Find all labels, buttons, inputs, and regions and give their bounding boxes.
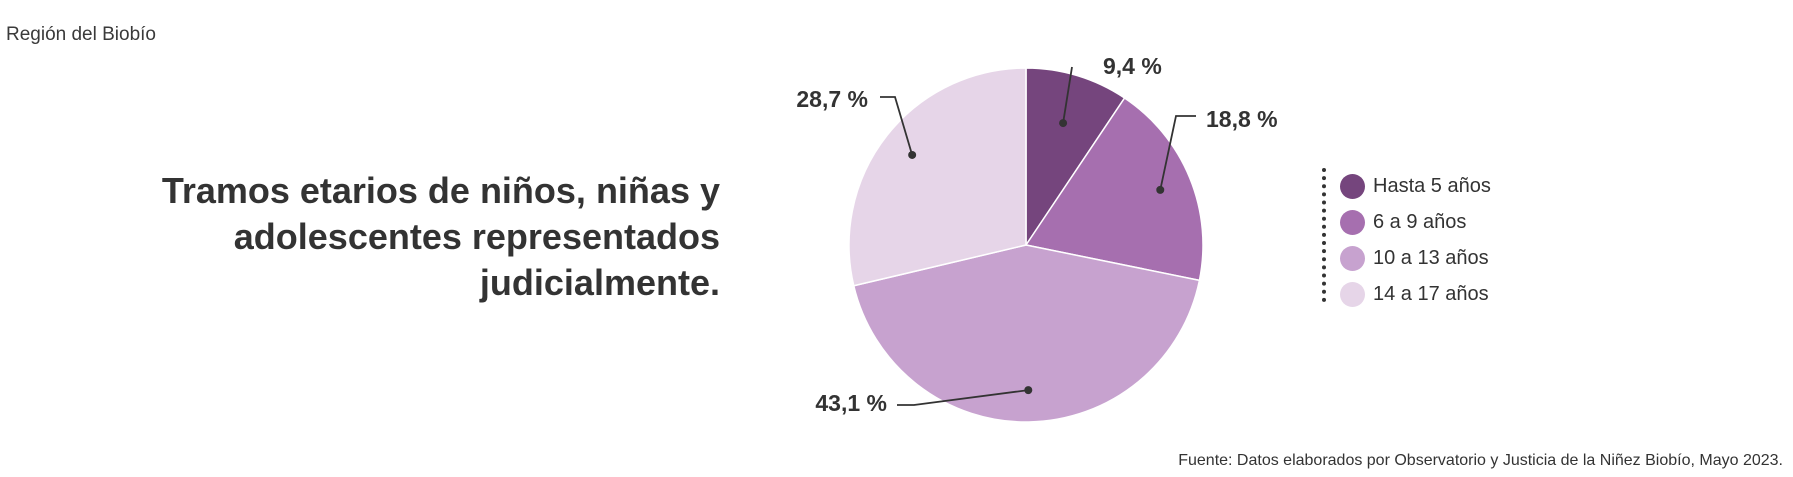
- chart-title: Tramos etarios de niños, niñas y adolesc…: [100, 168, 720, 306]
- data-label-3: 43,1 %: [815, 390, 887, 416]
- legend-swatch-icon: [1340, 209, 1365, 235]
- legend-item-2: 6 a 9 años: [1340, 204, 1491, 240]
- legend-label: 10 a 13 años: [1373, 246, 1489, 269]
- data-label-2: 18,8 %: [1206, 106, 1278, 132]
- chart-title-line-3: judicialmente.: [479, 262, 720, 303]
- legend-items: Hasta 5 años 6 a 9 años 10 a 13 años 14 a 1…: [1340, 168, 1491, 312]
- leader-line-1: [1062, 66, 1073, 124]
- data-label-4: 28,7 %: [796, 86, 868, 112]
- legend-item-1: Hasta 5 años: [1340, 168, 1491, 204]
- leader-dot-1: [1059, 119, 1068, 128]
- legend-divider: [1322, 168, 1326, 302]
- leader-line-2: [1159, 115, 1196, 191]
- source-note: Fuente: Datos elaborados por Observatori…: [1178, 452, 1783, 469]
- legend-swatch-icon: [1340, 173, 1365, 199]
- pie-slice-4: [848, 67, 1027, 287]
- legend-label: Hasta 5 años: [1373, 174, 1491, 197]
- leader-line-3: [897, 389, 1029, 406]
- legend-item-3: 10 a 13 años: [1340, 240, 1491, 276]
- leader-line-4: [880, 96, 914, 156]
- pie-slice-1: [1025, 67, 1126, 248]
- leader-dot-3: [1024, 386, 1033, 395]
- region-label: Región del Biobío: [6, 24, 156, 45]
- chart-title-line-1: Tramos etarios de niños, niñas y: [161, 170, 720, 211]
- legend-swatch-icon: [1340, 281, 1365, 307]
- leader-dot-4: [908, 150, 917, 159]
- legend-label: 6 a 9 años: [1373, 210, 1467, 233]
- data-label-1: 9,4 %: [1103, 53, 1162, 79]
- legend-swatch-icon: [1340, 245, 1365, 271]
- legend-item-4: 14 a 17 años: [1340, 276, 1491, 312]
- chart-title-line-2: adolescentes representados: [233, 216, 720, 257]
- legend-label: 14 a 17 años: [1373, 282, 1489, 305]
- pie-slice-2: [1024, 96, 1204, 282]
- pie-slice-3: [852, 244, 1201, 423]
- leader-dot-2: [1156, 185, 1165, 194]
